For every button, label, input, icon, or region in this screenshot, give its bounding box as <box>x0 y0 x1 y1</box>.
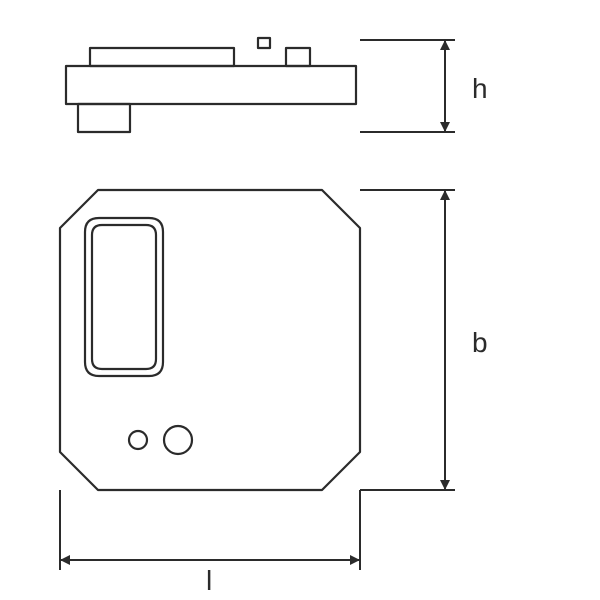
dimension-diagram: h b l <box>0 0 600 600</box>
dim-label-h: h <box>472 73 488 104</box>
dim-label-b: b <box>472 327 488 358</box>
dim-label-l: l <box>206 565 212 596</box>
